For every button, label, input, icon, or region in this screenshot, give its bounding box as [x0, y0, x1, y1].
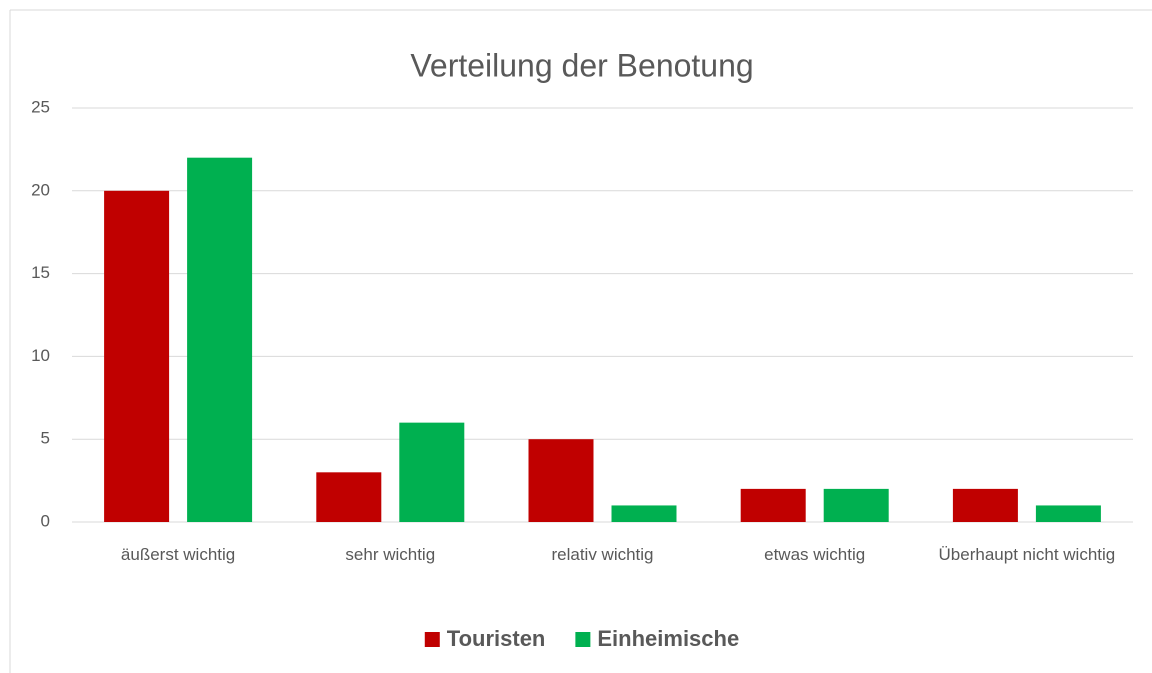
x-tick-label: sehr wichtig [345, 545, 436, 564]
x-tick-label: etwas wichtig [764, 545, 866, 564]
bar [316, 472, 382, 522]
x-tick-label: relativ wichtig [551, 545, 654, 564]
y-tick-label: 20 [31, 180, 50, 199]
y-tick-label: 10 [31, 346, 50, 365]
y-tick-label: 5 [41, 429, 50, 448]
legend-swatch [424, 632, 440, 647]
bar [740, 488, 806, 522]
legend-label: Touristen [447, 626, 546, 651]
bar [1035, 505, 1101, 522]
y-tick-label: 15 [31, 263, 50, 282]
bar [399, 422, 465, 522]
x-tick-label: äußerst wichtig [120, 545, 236, 564]
x-tick-label: Überhaupt nicht wichtig [938, 545, 1116, 564]
y-tick-label: 25 [31, 97, 50, 116]
bar [611, 505, 677, 522]
y-tick-label: 0 [41, 511, 50, 530]
bar [528, 439, 594, 522]
bar [823, 488, 889, 522]
bar [104, 190, 170, 523]
legend-swatch [575, 632, 591, 647]
bar [187, 157, 253, 522]
bar [952, 488, 1018, 522]
chart-title: Verteilung der Benotung [410, 47, 753, 83]
legend-label: Einheimische [597, 626, 739, 651]
